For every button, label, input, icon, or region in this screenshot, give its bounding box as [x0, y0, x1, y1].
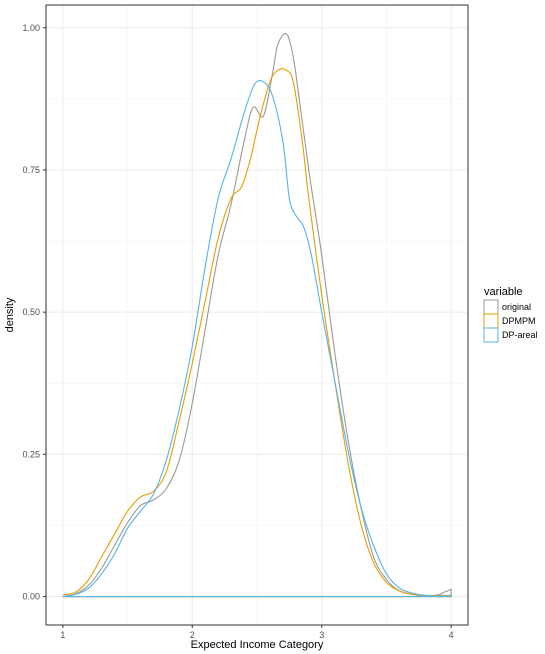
x-tick-label: 4 [449, 630, 454, 640]
y-tick-label: 0.25 [22, 449, 40, 459]
legend: variable original DPMPM DP-areal [483, 286, 538, 343]
density-line-original [62, 32, 452, 598]
legend-label: DPMPM [502, 316, 536, 326]
density-line-dpmpm [62, 68, 452, 598]
legend-title: variable [484, 286, 523, 298]
panel-border [45, 4, 469, 626]
density-curves [62, 32, 452, 598]
y-tick-label: 1.00 [22, 23, 40, 33]
y-axis-title: density [4, 297, 16, 332]
x-tick-label: 1 [60, 630, 65, 640]
y-tick-label: 0.50 [22, 307, 40, 317]
density-line-dp-areal [62, 79, 452, 598]
x-tick-label: 3 [319, 630, 324, 640]
y-tick-label: 0.00 [22, 592, 40, 602]
legend-key [483, 327, 499, 343]
x-tick-label: 2 [190, 630, 195, 640]
grid-lines [46, 5, 468, 625]
legend-label: original [502, 302, 531, 312]
legend-label: DP-areal [502, 330, 538, 340]
x-axis-title: Expected Income Category [191, 639, 324, 651]
x-axis-ticks: 1 2 3 4 [60, 625, 454, 640]
legend-key [483, 299, 499, 315]
legend-items: original DPMPM DP-areal [483, 299, 538, 343]
y-axis-ticks: 0.00 0.25 0.50 0.75 1.00 [22, 23, 46, 602]
y-tick-label: 0.75 [22, 165, 40, 175]
plot-panel [45, 4, 469, 626]
legend-key [483, 313, 499, 329]
